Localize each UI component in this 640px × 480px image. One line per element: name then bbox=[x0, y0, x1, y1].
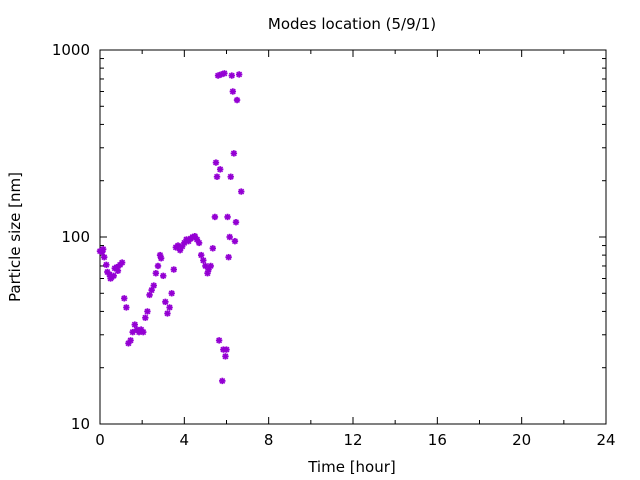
y-axis-label: Particle size [nm] bbox=[6, 172, 24, 302]
x-tick-label: 20 bbox=[512, 431, 531, 449]
data-point bbox=[131, 321, 138, 328]
data-point bbox=[103, 261, 110, 269]
data-point bbox=[121, 295, 128, 302]
y-axis: 10 100 1000 bbox=[52, 41, 606, 433]
data-point bbox=[101, 253, 108, 261]
data-point bbox=[146, 291, 153, 299]
data-point bbox=[144, 308, 151, 315]
chart-title: Modes location (5/9/1) bbox=[268, 15, 436, 33]
data-points bbox=[96, 70, 245, 385]
data-point bbox=[209, 245, 216, 252]
plot-frame bbox=[99, 49, 607, 425]
data-point bbox=[232, 218, 240, 226]
data-point bbox=[140, 328, 147, 336]
data-point bbox=[195, 239, 203, 247]
data-point bbox=[150, 282, 157, 289]
data-point bbox=[207, 262, 214, 270]
data-point bbox=[215, 337, 223, 344]
data-point bbox=[123, 304, 130, 311]
data-point bbox=[152, 270, 160, 277]
data-point bbox=[230, 150, 238, 157]
data-point bbox=[219, 377, 226, 385]
y-tick-label: 100 bbox=[61, 228, 90, 246]
data-point bbox=[228, 72, 235, 79]
data-point bbox=[231, 237, 239, 245]
data-point bbox=[226, 233, 233, 241]
data-point bbox=[154, 262, 162, 270]
x-tick-label: 0 bbox=[95, 431, 105, 449]
data-point bbox=[198, 251, 205, 259]
data-point bbox=[99, 246, 107, 253]
data-point bbox=[233, 96, 241, 104]
y-tick-label: 10 bbox=[71, 415, 90, 433]
x-tick-label: 4 bbox=[180, 431, 190, 449]
data-point bbox=[142, 314, 149, 321]
data-point bbox=[216, 166, 224, 173]
data-point bbox=[168, 290, 175, 297]
data-point bbox=[160, 272, 167, 280]
data-point bbox=[114, 267, 122, 274]
data-point bbox=[127, 337, 134, 344]
x-axis: 0 4 8 12 16 20 24 bbox=[95, 50, 616, 449]
data-point bbox=[212, 159, 220, 166]
data-point bbox=[213, 173, 221, 180]
data-point bbox=[223, 346, 230, 353]
data-point bbox=[227, 173, 234, 180]
data-point bbox=[238, 188, 245, 195]
data-point bbox=[211, 213, 219, 221]
data-point bbox=[235, 71, 243, 78]
data-point bbox=[221, 70, 228, 77]
data-point bbox=[170, 266, 177, 273]
x-tick-label: 8 bbox=[264, 431, 274, 449]
data-point bbox=[110, 272, 117, 280]
y-tick-label: 1000 bbox=[52, 41, 90, 59]
x-tick-label: 16 bbox=[428, 431, 447, 449]
data-point bbox=[200, 257, 207, 264]
data-point bbox=[229, 88, 237, 95]
x-tick-label: 12 bbox=[343, 431, 362, 449]
data-point bbox=[164, 310, 171, 317]
data-point bbox=[224, 213, 231, 221]
data-point bbox=[222, 353, 229, 360]
x-tick-label: 24 bbox=[596, 431, 615, 449]
data-point bbox=[118, 259, 126, 266]
x-axis-label: Time [hour] bbox=[307, 458, 396, 476]
data-point bbox=[225, 253, 232, 261]
data-point bbox=[162, 298, 169, 306]
data-point bbox=[166, 304, 173, 311]
data-point bbox=[157, 255, 165, 262]
